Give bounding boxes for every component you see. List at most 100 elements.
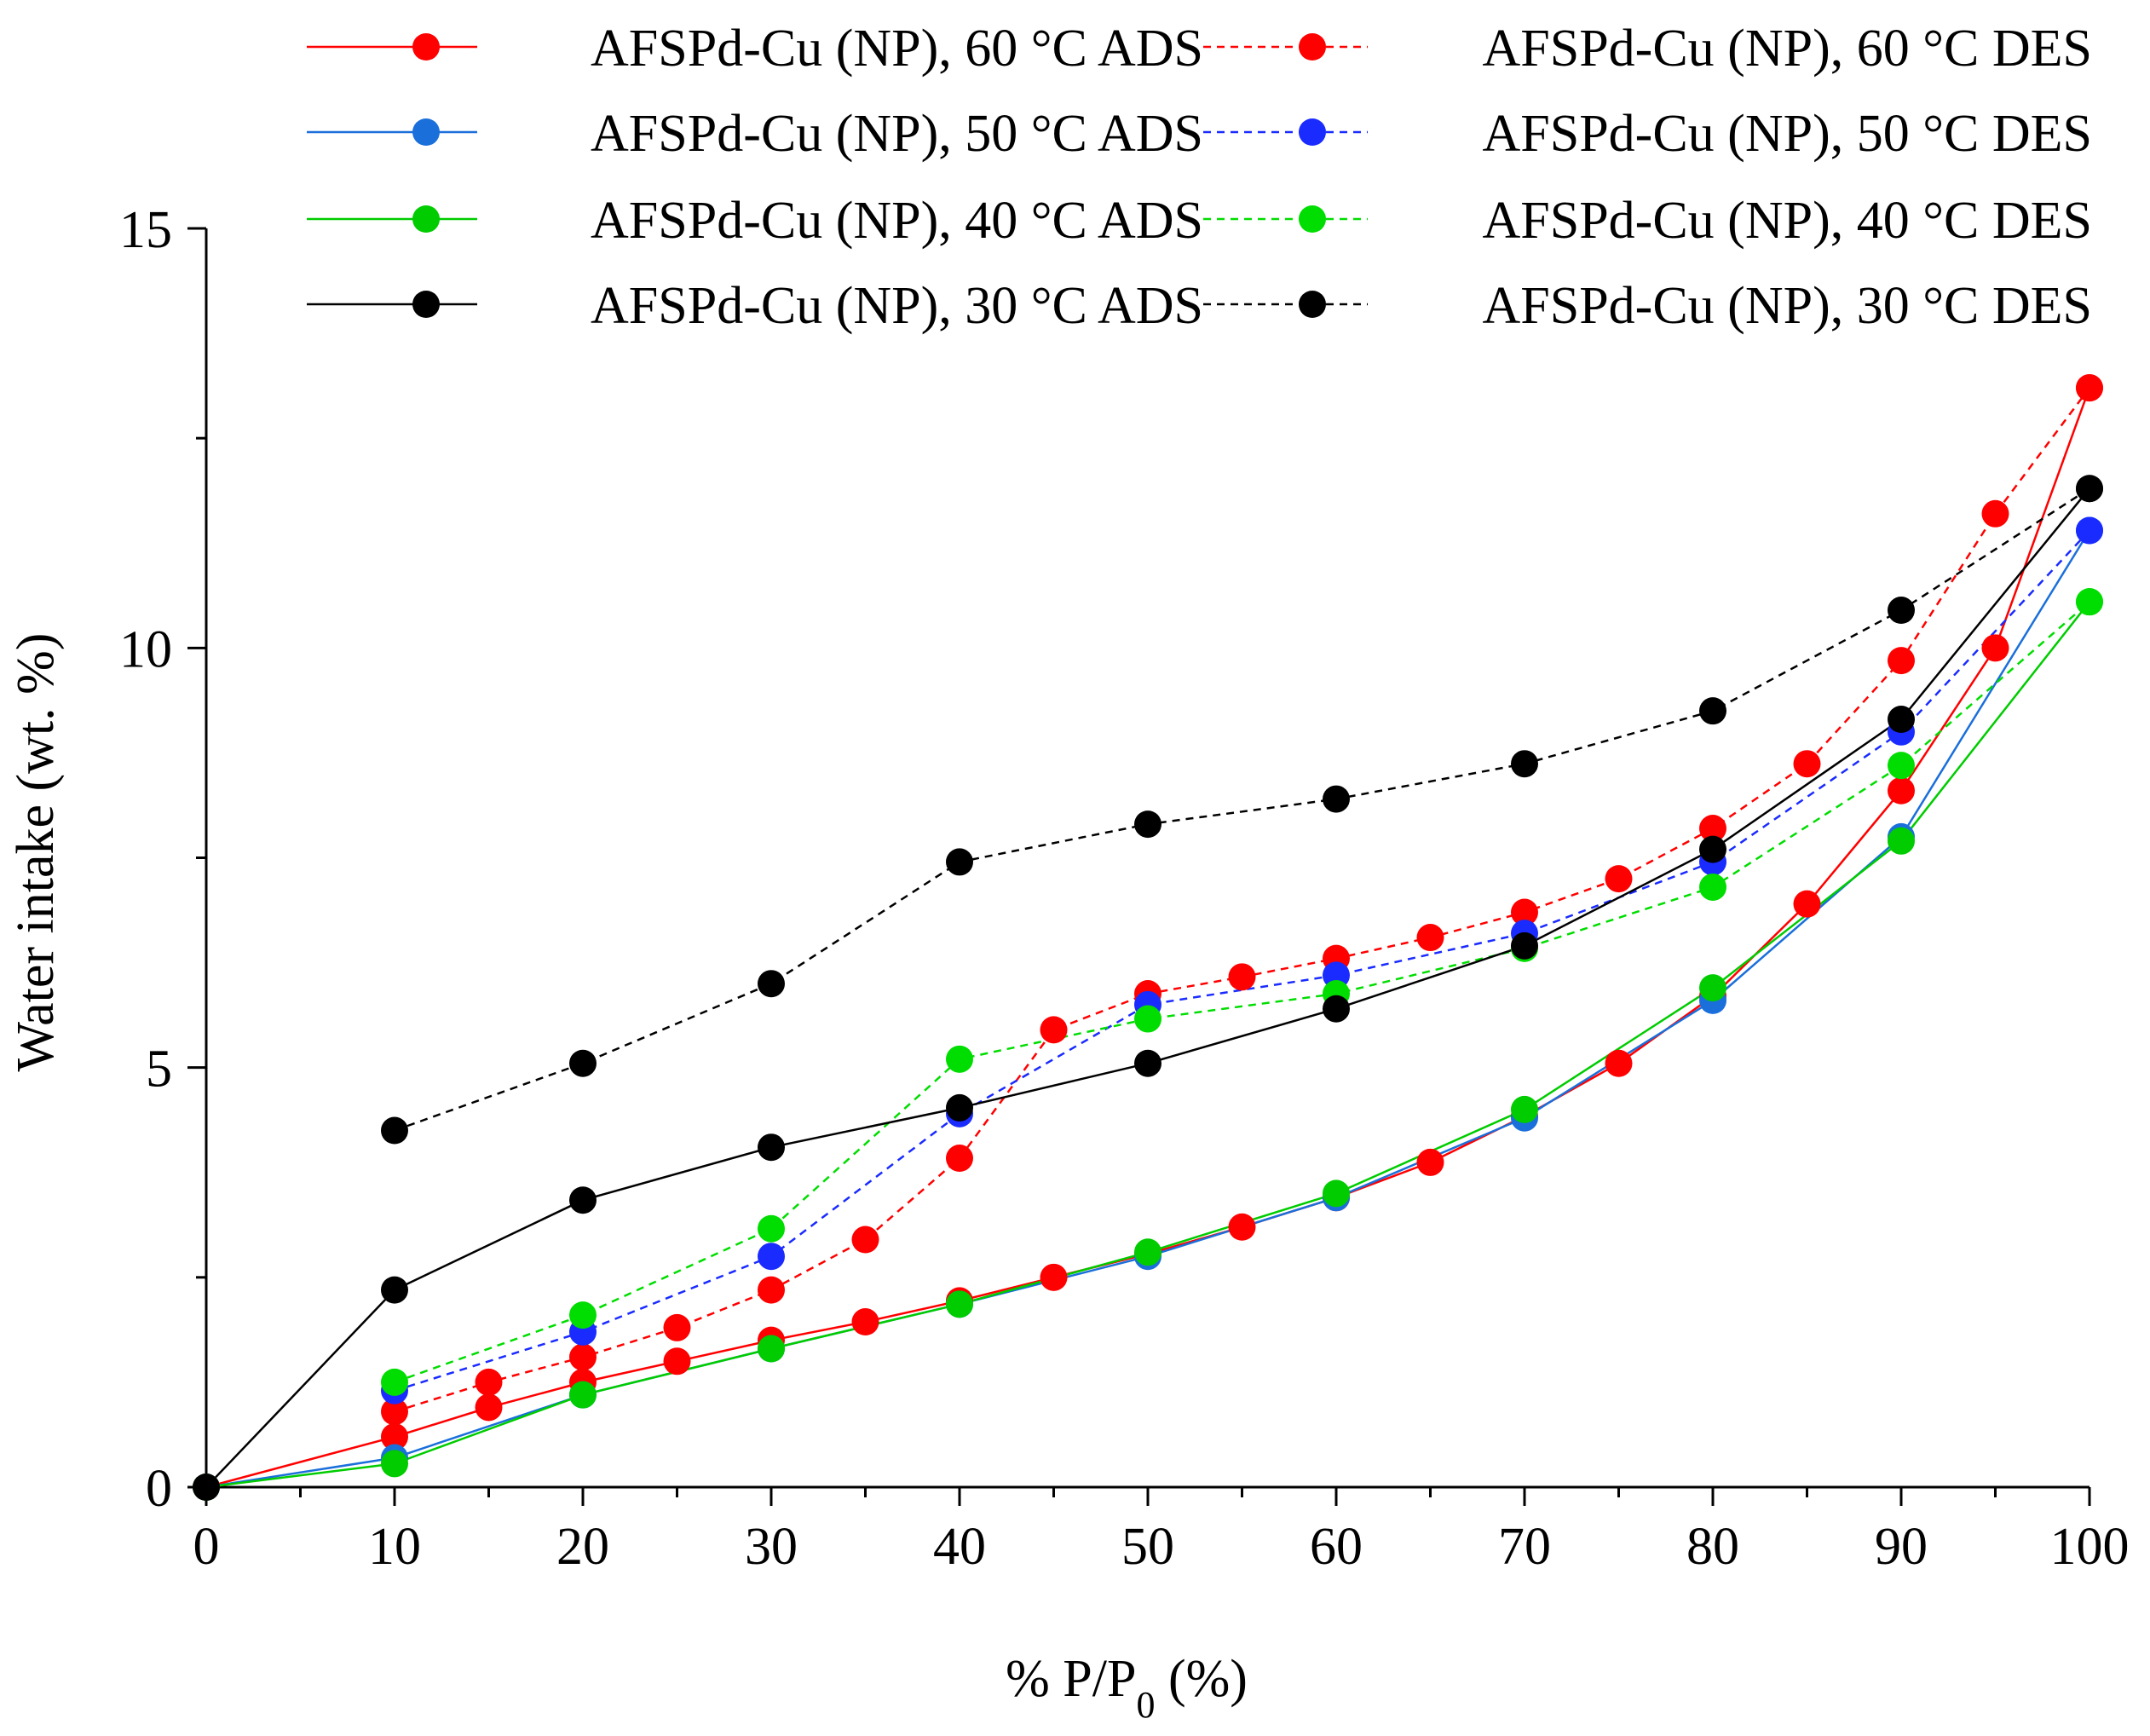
data-point [946, 1093, 973, 1122]
legend-marker [1299, 118, 1326, 146]
data-point [1134, 810, 1161, 839]
x-axis-title: % P/P0 (%) [1006, 1650, 1248, 1726]
y-tick-label: 5 [146, 1041, 172, 1099]
data-point [758, 1335, 785, 1363]
data-point [475, 1368, 503, 1396]
x-tick-label: 0 [193, 1518, 220, 1576]
data-point [758, 1243, 785, 1271]
x-tick-label: 90 [1875, 1518, 1928, 1576]
data-point [2076, 475, 2103, 503]
legend-label: AFSPd-Cu (NP), 40 °C DES [1482, 192, 2092, 250]
data-point [381, 1398, 408, 1426]
data-point [1793, 890, 1821, 918]
data-point [381, 1276, 408, 1304]
series-line-4 [205, 601, 2090, 1489]
plot-area [205, 387, 2091, 1489]
data-point [946, 1145, 973, 1173]
legend-label: AFSPd-Cu (NP), 40 °C ADS [591, 192, 1203, 250]
data-point [851, 1226, 879, 1254]
legend-label: AFSPd-Cu (NP), 30 °C DES [1482, 277, 2092, 335]
x-tick-label: 10 [368, 1518, 421, 1576]
x-tick-label: 50 [1121, 1518, 1174, 1576]
data-point [2076, 516, 2103, 545]
data-point [1134, 1238, 1161, 1266]
legend-marker [412, 118, 440, 146]
data-point [1699, 974, 1726, 1002]
data-point [1699, 873, 1726, 901]
data-point [1888, 597, 1915, 625]
data-point [193, 1474, 220, 1501]
data-point [1699, 835, 1726, 863]
legend: AFSPd-Cu (NP), 60 °C ADS AFSPd-Cu (NP), 6… [307, 20, 2092, 335]
legend-marker [1299, 291, 1326, 318]
data-point [1134, 1005, 1161, 1033]
data-point [381, 1450, 408, 1478]
series-line-3 [394, 529, 2090, 1392]
x-axis-title-subscript: 0 [1136, 1684, 1155, 1726]
legend-label: AFSPd-Cu (NP), 50 °C ADS [591, 105, 1203, 163]
data-point [569, 1381, 597, 1409]
data-point [1888, 752, 1915, 780]
data-point [1888, 706, 1915, 734]
data-point [1605, 865, 1633, 893]
data-point [758, 970, 785, 998]
data-point [569, 1186, 597, 1214]
data-point [758, 1133, 785, 1162]
data-point [1040, 1016, 1068, 1044]
data-point [381, 1368, 408, 1396]
data-point [946, 1045, 973, 1073]
data-point [758, 1276, 785, 1304]
legend-label: AFSPd-Cu (NP), 50 °C DES [1482, 105, 2092, 163]
data-point [475, 1393, 503, 1422]
series-line-0 [205, 387, 2091, 1489]
x-tick-label: 30 [745, 1518, 798, 1576]
data-point [1228, 963, 1256, 991]
x-tick-label: 60 [1310, 1518, 1363, 1576]
data-point [1040, 1263, 1068, 1291]
data-point [1416, 1148, 1444, 1176]
data-point [1416, 924, 1444, 952]
x-axis-title-prefix: % P/P [1006, 1650, 1136, 1708]
y-tick-label: 0 [146, 1460, 172, 1518]
series-line-1 [394, 387, 2091, 1413]
y-tick-label: 10 [119, 620, 172, 678]
data-point [1228, 1213, 1256, 1241]
data-point [1134, 1049, 1161, 1077]
data-point [1605, 1049, 1633, 1077]
legend-label: AFSPd-Cu (NP), 60 °C DES [1482, 20, 2092, 78]
data-point [1511, 931, 1538, 960]
data-point [1511, 750, 1538, 778]
x-axis-title-suffix: (%) [1155, 1650, 1247, 1708]
data-point [1699, 697, 1726, 725]
data-point [946, 848, 973, 876]
legend-label: AFSPd-Cu (NP), 30 °C ADS [591, 277, 1203, 335]
data-point [569, 1301, 597, 1329]
x-tick-label: 40 [933, 1518, 986, 1576]
data-point [1511, 898, 1538, 926]
data-point [1323, 785, 1350, 813]
x-tick-label: 20 [556, 1518, 609, 1576]
data-point [1888, 647, 1915, 675]
legend-marker [412, 205, 440, 233]
data-point [2076, 588, 2103, 616]
data-point [758, 1214, 785, 1243]
axes: 0 10 20 30 40 50 60 70 80 90 100 0 5 10 15 [119, 201, 2130, 1576]
data-point [1888, 776, 1915, 805]
data-point [569, 1343, 597, 1371]
data-point [1699, 815, 1726, 843]
data-point [1981, 499, 2009, 528]
series-line-5 [394, 601, 2090, 1384]
x-tick-label: 70 [1498, 1518, 1551, 1576]
legend-marker [1299, 33, 1326, 61]
legend-label: AFSPd-Cu (NP), 60 °C ADS [591, 20, 1203, 78]
data-point [569, 1049, 597, 1077]
legend-marker [1299, 205, 1326, 233]
data-point [381, 1422, 408, 1451]
series-line-7 [394, 487, 2090, 1132]
markers [193, 374, 2103, 1501]
y-tick-label: 15 [119, 201, 172, 259]
data-point [663, 1313, 691, 1341]
data-point [663, 1347, 691, 1376]
data-point [1793, 750, 1821, 778]
